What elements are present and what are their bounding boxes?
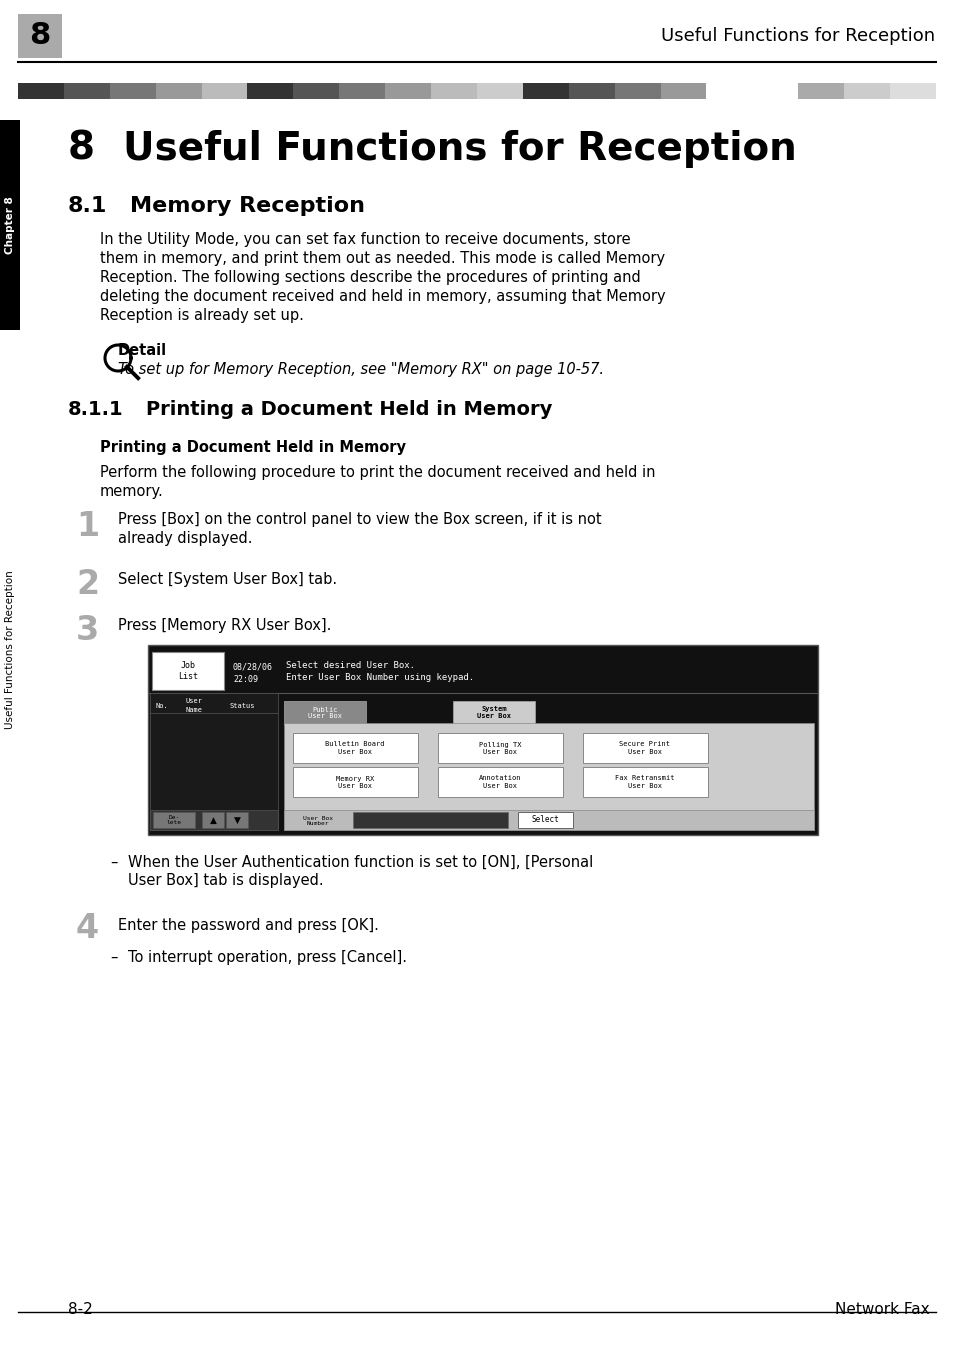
Bar	[614, 82, 659, 99]
Text: ▲: ▲	[210, 815, 216, 825]
Bar	[284, 700, 366, 725]
Text: User Box] tab is displayed.: User Box] tab is displayed.	[128, 873, 323, 888]
Text: In the Utility Mode, you can set fax function to receive documents, store: In the Utility Mode, you can set fax fun…	[100, 233, 630, 247]
Text: De-
lete: De- lete	[167, 815, 181, 826]
Bar	[339, 82, 385, 99]
Text: Network Fax: Network Fax	[835, 1302, 929, 1317]
Text: To set up for Memory Reception, see "Memory RX" on page 10-57.: To set up for Memory Reception, see "Mem…	[118, 362, 603, 377]
Bar	[226, 813, 248, 827]
Bar	[18, 14, 62, 58]
Text: Secure Print
User Box: Secure Print User Box	[618, 741, 670, 754]
Text: Printing a Document Held in Memory: Printing a Document Held in Memory	[146, 400, 552, 419]
Bar	[431, 82, 476, 99]
Bar	[202, 813, 224, 827]
Text: Press [Box] on the control panel to view the Box screen, if it is not: Press [Box] on the control panel to view…	[118, 512, 601, 527]
Text: User Box
Number: User Box Number	[303, 815, 333, 826]
Text: Public
User Box: Public User Box	[308, 707, 341, 719]
Text: 1: 1	[76, 510, 99, 544]
Bar	[889, 82, 935, 99]
Text: Detail: Detail	[118, 343, 167, 358]
Bar	[284, 723, 813, 830]
Text: 8.1: 8.1	[68, 196, 108, 216]
Text: –: –	[110, 854, 117, 869]
Text: Enter User Box Number using keypad.: Enter User Box Number using keypad.	[286, 673, 474, 681]
Text: System
User Box: System User Box	[476, 707, 511, 719]
Text: –: –	[110, 950, 117, 965]
Bar	[110, 82, 155, 99]
Text: deleting the document received and held in memory, assuming that Memory: deleting the document received and held …	[100, 289, 665, 304]
Bar	[294, 82, 339, 99]
Text: Chapter 8: Chapter 8	[5, 196, 15, 254]
Bar	[522, 82, 568, 99]
Bar	[453, 700, 535, 725]
Bar	[437, 733, 562, 763]
Text: Reception is already set up.: Reception is already set up.	[100, 308, 304, 323]
Bar	[150, 694, 277, 830]
Bar	[148, 645, 817, 836]
Bar	[247, 82, 294, 99]
Bar	[152, 813, 194, 827]
Text: Useful Functions for Reception: Useful Functions for Reception	[5, 571, 15, 729]
Bar	[64, 82, 110, 99]
Bar	[150, 810, 277, 830]
Bar	[155, 82, 201, 99]
Bar	[293, 733, 417, 763]
Bar	[582, 733, 707, 763]
Text: 8: 8	[68, 130, 95, 168]
Bar	[582, 767, 707, 796]
Bar	[284, 810, 813, 830]
Text: Status: Status	[230, 703, 255, 708]
Text: Memory Reception: Memory Reception	[130, 196, 365, 216]
Text: User: User	[186, 698, 203, 704]
Bar	[843, 82, 889, 99]
Text: When the User Authentication function is set to [ON], [Personal: When the User Authentication function is…	[128, 854, 593, 869]
Text: them in memory, and print them out as needed. This mode is called Memory: them in memory, and print them out as ne…	[100, 251, 664, 266]
Text: 8-2: 8-2	[68, 1302, 92, 1317]
Text: Useful Functions for Reception: Useful Functions for Reception	[123, 130, 796, 168]
Text: 3: 3	[76, 614, 99, 648]
Text: Bulletin Board
User Box: Bulletin Board User Box	[325, 741, 384, 754]
Bar	[752, 82, 798, 99]
Bar	[706, 82, 752, 99]
Bar	[798, 82, 843, 99]
Bar	[517, 813, 573, 827]
Text: Fax Retransmit
User Box: Fax Retransmit User Box	[615, 776, 674, 788]
Bar	[476, 82, 522, 99]
Text: Enter the password and press [OK].: Enter the password and press [OK].	[118, 918, 378, 933]
Text: Select desired User Box.: Select desired User Box.	[286, 661, 415, 671]
Text: Name: Name	[186, 707, 203, 713]
Text: memory.: memory.	[100, 484, 164, 499]
Text: 8: 8	[30, 22, 51, 50]
Text: 2: 2	[76, 568, 99, 602]
Text: ▼: ▼	[233, 815, 240, 825]
Text: 4: 4	[76, 913, 99, 945]
Text: Printing a Document Held in Memory: Printing a Document Held in Memory	[100, 439, 406, 456]
Text: Useful Functions for Reception: Useful Functions for Reception	[660, 27, 934, 45]
Text: Perform the following procedure to print the document received and held in: Perform the following procedure to print…	[100, 465, 655, 480]
Bar	[568, 82, 614, 99]
Bar	[437, 767, 562, 796]
Text: Select: Select	[531, 815, 558, 825]
Text: Memory RX
User Box: Memory RX User Box	[335, 776, 374, 788]
Bar	[201, 82, 247, 99]
Bar	[0, 120, 20, 330]
Bar	[353, 813, 507, 827]
Text: Annotation
User Box: Annotation User Box	[478, 776, 520, 788]
Text: No.: No.	[156, 703, 169, 708]
Bar	[385, 82, 431, 99]
Text: 08/28/06: 08/28/06	[233, 662, 273, 672]
Bar	[18, 82, 64, 99]
Text: To interrupt operation, press [Cancel].: To interrupt operation, press [Cancel].	[128, 950, 407, 965]
Text: 22:09: 22:09	[233, 675, 257, 684]
Text: Job
List: Job List	[178, 661, 198, 680]
Text: Polling TX
User Box: Polling TX User Box	[478, 741, 520, 754]
Text: already displayed.: already displayed.	[118, 531, 253, 546]
Text: Select [System User Box] tab.: Select [System User Box] tab.	[118, 572, 336, 587]
Text: 8.1.1: 8.1.1	[68, 400, 124, 419]
Bar	[659, 82, 706, 99]
Bar	[152, 652, 224, 690]
Text: Reception. The following sections describe the procedures of printing and: Reception. The following sections descri…	[100, 270, 640, 285]
Text: Press [Memory RX User Box].: Press [Memory RX User Box].	[118, 618, 331, 633]
Bar	[293, 767, 417, 796]
